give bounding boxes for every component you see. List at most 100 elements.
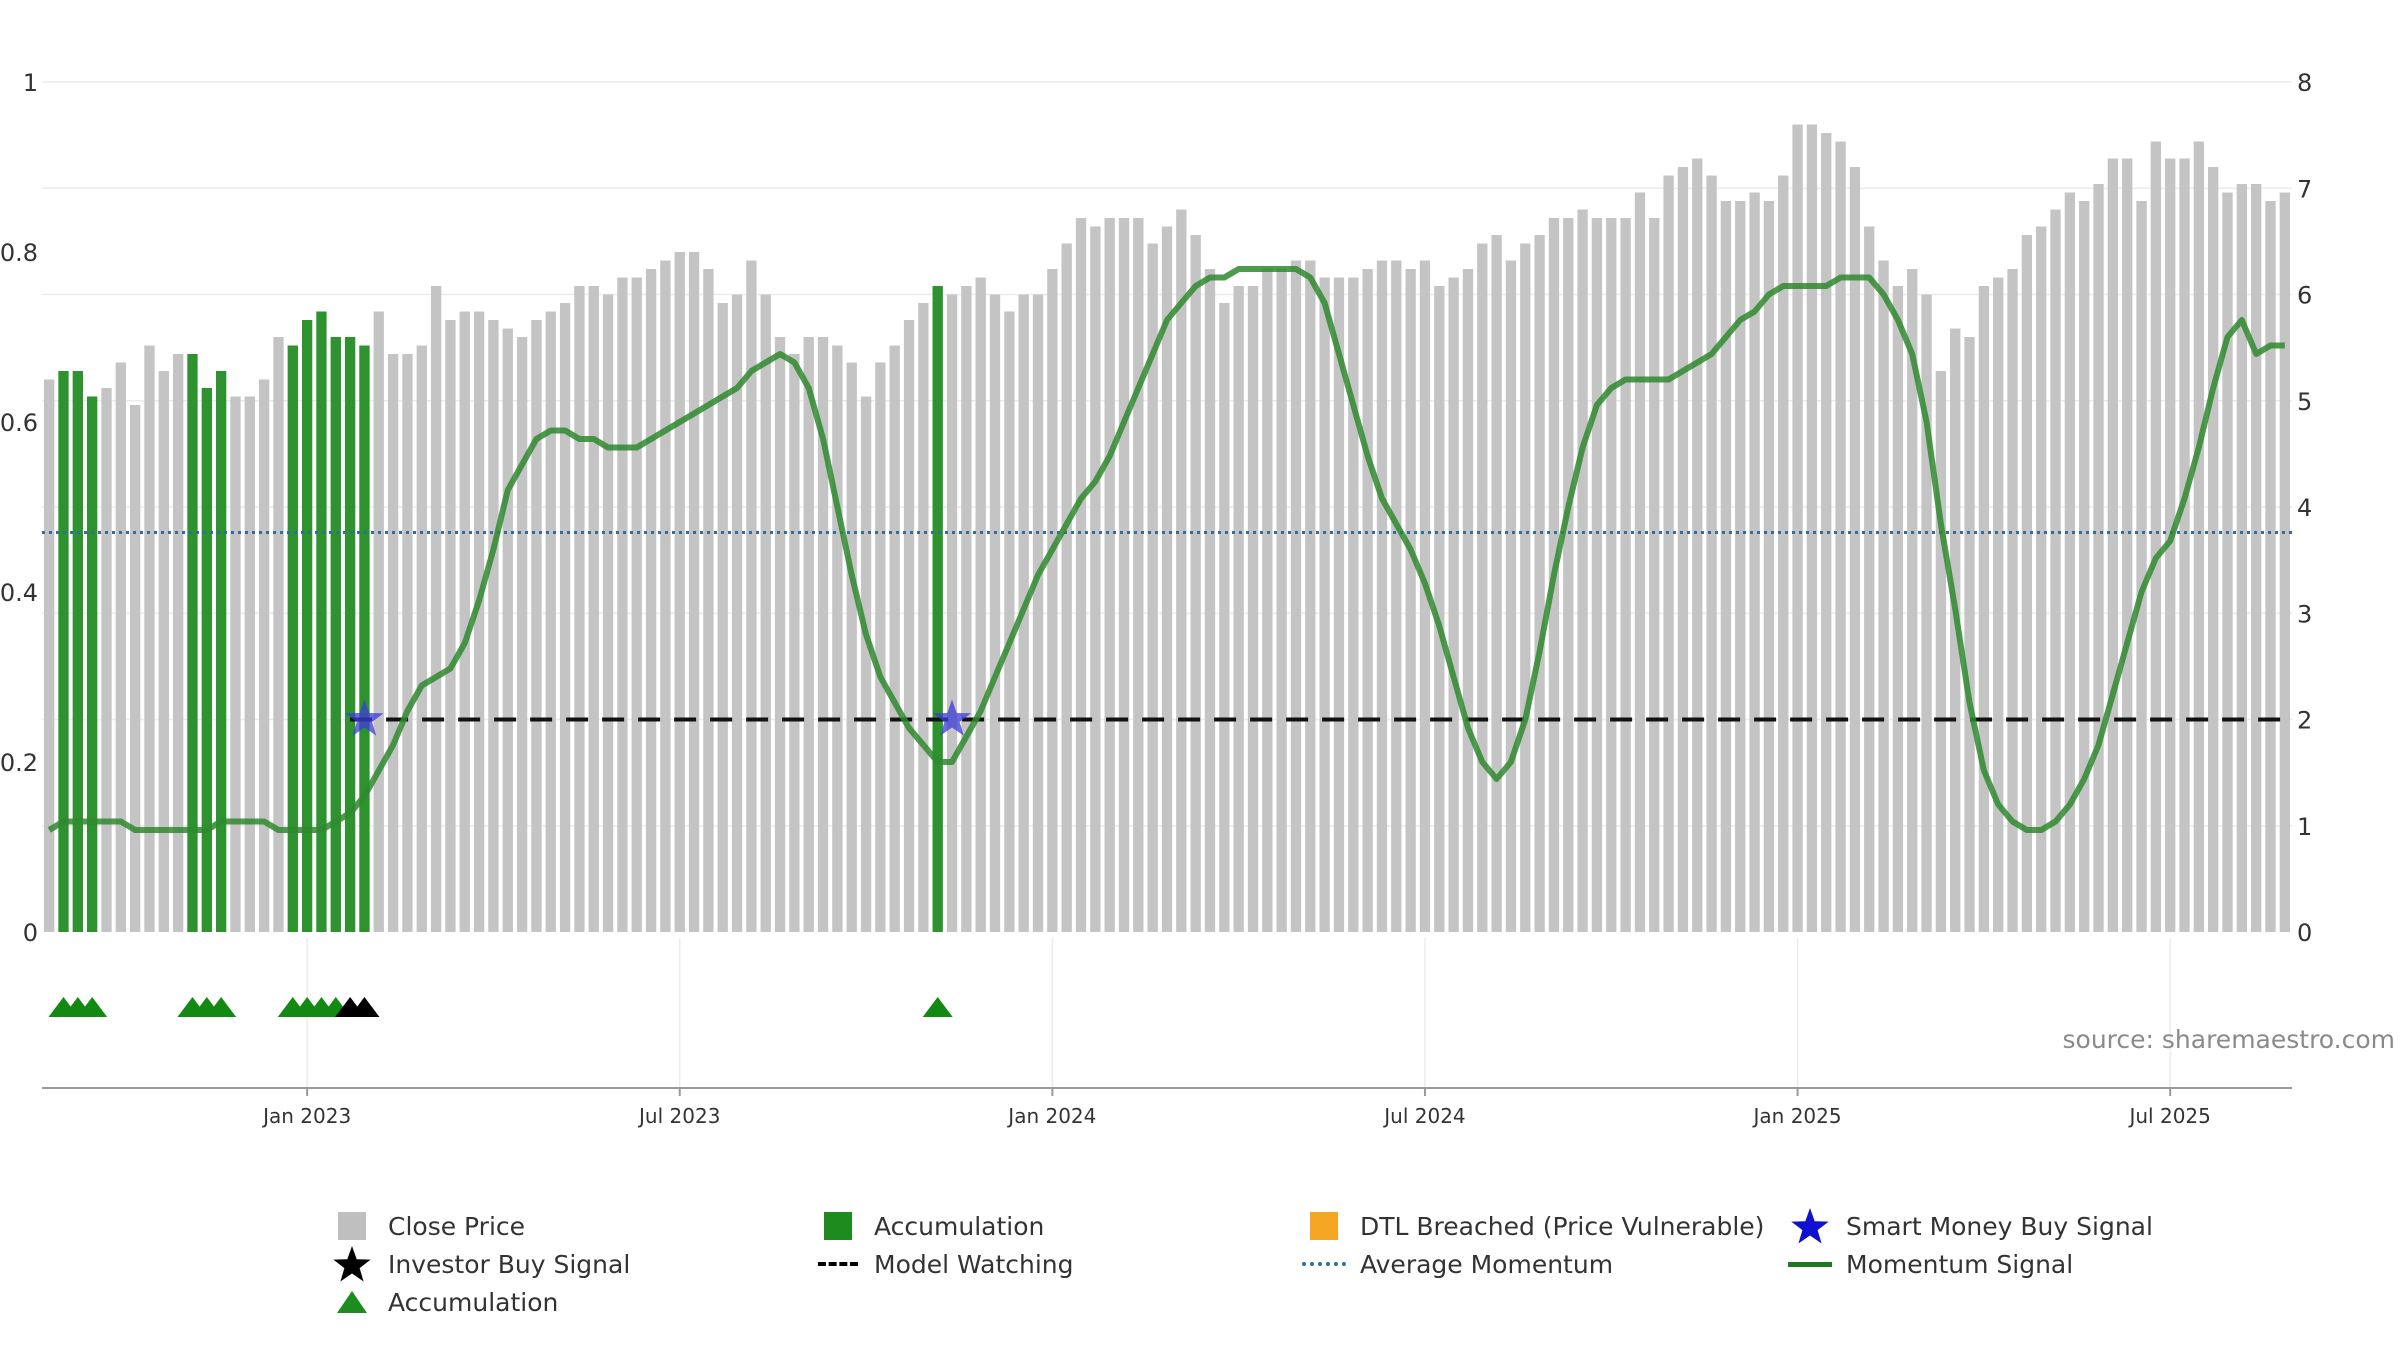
dotted-line-icon bbox=[1302, 1246, 1346, 1282]
signal-panel bbox=[42, 938, 2292, 1089]
smart-money-star bbox=[933, 699, 972, 736]
close-price-bar bbox=[588, 286, 599, 932]
close-price-bar bbox=[1935, 371, 1947, 932]
triangle-icon bbox=[330, 1284, 374, 1320]
accumulation-bar bbox=[187, 354, 198, 932]
close-price-bar bbox=[1950, 328, 1961, 932]
close-price-bar bbox=[774, 337, 786, 932]
close-price-bar bbox=[1878, 260, 1889, 932]
close-price-bar bbox=[1978, 286, 1990, 932]
close-price-bar bbox=[1735, 201, 1746, 932]
legend-label: DTL Breached (Price Vulnerable) bbox=[1360, 1211, 1765, 1241]
close-price-bar bbox=[1075, 218, 1087, 932]
close-price-bar bbox=[1892, 286, 1904, 932]
close-price-bar bbox=[430, 286, 442, 932]
close-price-bar bbox=[574, 286, 585, 932]
close-price-bar bbox=[1004, 311, 1015, 932]
close-price-bar bbox=[473, 311, 485, 932]
close-price-bar bbox=[746, 260, 757, 932]
close-price-bar bbox=[832, 345, 843, 932]
close-price-bar bbox=[373, 311, 384, 932]
close-price-bar bbox=[445, 320, 456, 932]
close-price-bar bbox=[2021, 235, 2033, 932]
close-price-bar bbox=[1792, 124, 1803, 932]
close-price-bar bbox=[1290, 260, 1302, 932]
close-price-bar bbox=[717, 303, 728, 932]
close-price-bar bbox=[1907, 269, 1918, 932]
close-price-bar bbox=[502, 328, 513, 932]
left-axis-ticks: 0 0.2 0.4 0.6 0.8 1 bbox=[0, 69, 38, 947]
close-price-bar bbox=[1362, 269, 1373, 932]
solid-line-icon bbox=[1788, 1246, 1832, 1282]
right-tick-label: 4 bbox=[2297, 494, 2312, 522]
accumulation-bar bbox=[287, 345, 298, 932]
close-price-bar bbox=[1677, 167, 1689, 932]
right-axis-ticks: 0 1 2 3 4 5 6 7 8 bbox=[2297, 69, 2312, 947]
close-price-bar bbox=[1505, 260, 1517, 932]
close-price-bar bbox=[172, 354, 184, 932]
close-price-bar bbox=[1462, 269, 1474, 932]
close-price-bar bbox=[1649, 218, 1660, 932]
x-tick-label: Jan 2024 bbox=[1006, 1104, 1096, 1128]
close-price-bar bbox=[1620, 218, 1631, 932]
legend-label: Investor Buy Signal bbox=[388, 1249, 631, 1279]
close-price-bar bbox=[660, 260, 671, 932]
legend-label: Momentum Signal bbox=[1846, 1249, 2074, 1279]
close-price-bar bbox=[674, 252, 685, 932]
close-price-bar bbox=[531, 320, 542, 932]
legend-accumulation-swatch bbox=[816, 1208, 860, 1244]
close-price-bar bbox=[1305, 260, 1316, 932]
left-tick-label: 0.2 bbox=[0, 749, 38, 777]
smart-money-star bbox=[345, 699, 384, 736]
close-price-bar bbox=[2107, 158, 2119, 932]
close-price-bar bbox=[1577, 209, 1588, 932]
right-tick-label: 3 bbox=[2297, 600, 2312, 628]
close-price-bar bbox=[602, 294, 614, 932]
close-price-bar bbox=[1821, 133, 1832, 932]
close-price-bar bbox=[2007, 269, 2018, 932]
accumulation-bar bbox=[58, 371, 69, 932]
close-price-bar bbox=[1348, 277, 1359, 932]
close-price-bar bbox=[2208, 167, 2219, 932]
close-price-bar bbox=[645, 269, 657, 932]
legend-label: Average Momentum bbox=[1360, 1249, 1614, 1279]
close-price-bar bbox=[115, 362, 126, 932]
close-price-bar bbox=[230, 396, 241, 932]
legend-dtl-swatch bbox=[1302, 1208, 1346, 1244]
close-price-bar bbox=[402, 354, 413, 932]
close-price-bar bbox=[1233, 286, 1244, 932]
legend-label: Smart Money Buy Signal bbox=[1846, 1211, 2153, 1241]
close-price-bar bbox=[516, 337, 528, 932]
source-label: source: sharemaestro.com bbox=[2063, 1025, 2396, 1054]
close-price-bar bbox=[803, 337, 814, 932]
close-price-bar bbox=[1964, 337, 1975, 932]
close-price-bar bbox=[2179, 158, 2190, 932]
close-price-bar bbox=[703, 269, 714, 932]
close-price-bar bbox=[2050, 209, 2061, 932]
legend-dtl-breached: DTL Breached (Price Vulnerable) bbox=[1302, 1208, 1764, 1244]
close-price-bar bbox=[1434, 286, 1445, 932]
accumulation-marker bbox=[77, 997, 108, 1017]
legend-average-momentum: Average Momentum bbox=[1302, 1246, 1613, 1282]
legend-label: Accumulation bbox=[874, 1211, 1045, 1241]
accumulation-bar bbox=[344, 337, 356, 932]
left-tick-label: 0.4 bbox=[0, 579, 38, 607]
close-price-bars bbox=[44, 124, 2290, 932]
x-tick-label: Jul 2023 bbox=[637, 1104, 720, 1128]
close-price-bar bbox=[1276, 269, 1287, 932]
close-price-bar bbox=[1534, 235, 1545, 932]
close-price-bar bbox=[1491, 235, 1502, 932]
accumulation-bar bbox=[932, 286, 943, 932]
close-price-bar bbox=[1663, 175, 1674, 932]
close-price-bar bbox=[1720, 201, 1732, 932]
legend: Close Price Accumulation DTL Breached (P… bbox=[330, 1208, 2230, 1328]
close-price-bar bbox=[2236, 184, 2247, 932]
close-price-bar bbox=[1190, 235, 1201, 932]
accumulation-bar bbox=[201, 388, 212, 932]
close-price-bar bbox=[101, 388, 112, 932]
close-price-bar bbox=[2222, 192, 2233, 932]
close-price-bar bbox=[1090, 226, 1101, 932]
accumulation-bar bbox=[72, 371, 83, 932]
close-price-bar bbox=[273, 337, 284, 932]
close-price-bar bbox=[1219, 303, 1230, 932]
